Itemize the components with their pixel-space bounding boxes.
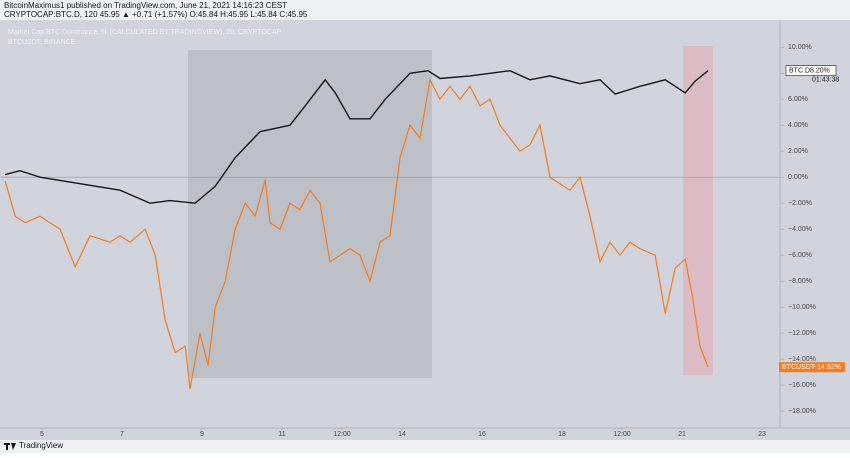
range-highlight [683, 46, 713, 375]
x-tick-label: 12:00 [613, 431, 631, 438]
y-tick-label: −16.00% [788, 382, 816, 389]
brand: TradingView [19, 441, 63, 450]
y-tick-label: −6.00% [788, 252, 812, 259]
x-tick-label: 16 [478, 431, 486, 438]
price-tag [779, 362, 845, 373]
legend-entry: BTCUSDT, BINANCE [8, 39, 76, 46]
x-tick-label: 5 [40, 431, 44, 438]
y-tick-label: −2.00% [788, 200, 812, 207]
y-tick-label: −4.00% [788, 226, 812, 233]
x-tick-label: 21 [678, 431, 686, 438]
x-tick-label: 18 [558, 431, 566, 438]
y-tick-label: −8.00% [788, 278, 812, 285]
y-tick-label: 6.00% [788, 96, 808, 103]
series-line [4, 77, 709, 390]
footer-bar [0, 440, 850, 453]
header-bar [0, 0, 850, 20]
y-tick-label: −18.00% [788, 408, 816, 415]
x-tick-label: 11 [278, 431, 285, 438]
countdown: 01:43:38 [812, 77, 839, 84]
legend-entry: Market Cap BTC Dominance, % (CALCULATED … [8, 29, 282, 36]
x-tick-label: 7 [120, 431, 124, 438]
logo [4, 443, 16, 450]
x-tick-label: 12:00 [333, 431, 351, 438]
tag-value: −14.62% [813, 364, 841, 371]
y-tick-label: 0.00% [788, 174, 808, 181]
x-tick-label: 14 [398, 431, 406, 438]
x-tick-label: 9 [200, 431, 204, 438]
symbol-line: CRYPTOCAP:BTC.D, 120 45.95 ▲ +0.71 (+1.5… [4, 10, 308, 19]
x-tick-label: 23 [758, 431, 766, 438]
y-tick-label: 10.00% [788, 44, 812, 51]
tag-name: BTC.D [789, 68, 810, 75]
range-highlight [188, 50, 432, 378]
publisher: BitcoinMaximus1 published on TradingView… [4, 1, 287, 10]
y-tick-label: 2.00% [788, 148, 808, 155]
y-tick-label: 4.00% [788, 122, 808, 129]
y-tick-label: −10.00% [788, 304, 816, 311]
y-tick-label: −14.00% [788, 356, 816, 363]
tag-value: 8.20% [810, 68, 830, 75]
price-tag [785, 65, 837, 76]
y-tick-label: −12.00% [788, 330, 816, 337]
series-line [5, 69, 709, 204]
tag-name: BTCUSDT [782, 364, 816, 371]
